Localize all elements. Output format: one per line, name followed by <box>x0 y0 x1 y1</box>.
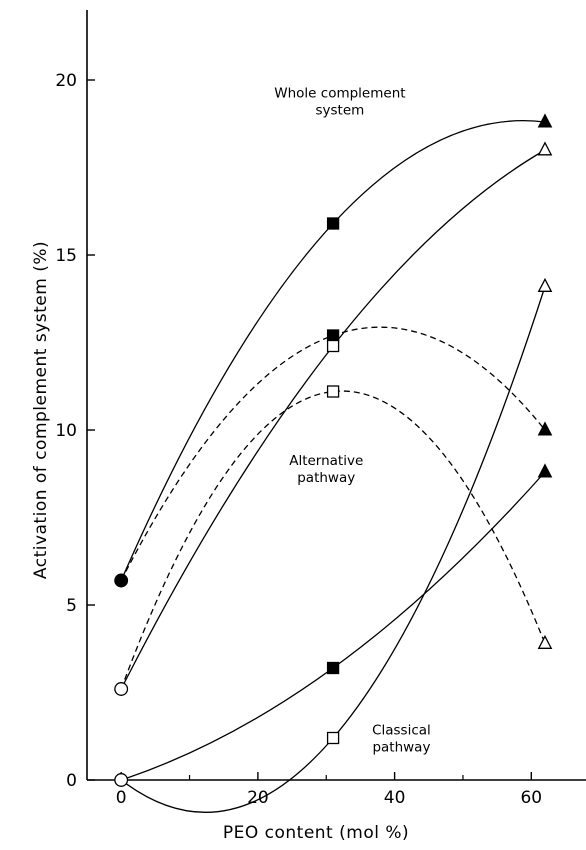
annotation-2: Alternative pathway <box>289 453 363 486</box>
data-point-filled-circle <box>114 573 129 588</box>
series-line-4 <box>120 390 546 690</box>
data-point-filled-triangle <box>537 463 553 478</box>
y-tick-label: 20 <box>55 71 77 91</box>
data-point-filled-square <box>326 217 340 230</box>
y-tick-label: 15 <box>55 246 77 266</box>
annotation-1: Whole complement system <box>274 86 405 119</box>
data-point-filled-triangle <box>537 421 553 436</box>
series-line-3 <box>120 149 546 690</box>
chart-axes: 0 5 10 15 20 0 20 40 60 <box>55 10 586 808</box>
data-point-filled-square <box>326 661 340 675</box>
data-point-open-circle <box>114 773 129 787</box>
annotation-3: Classical pathway <box>372 723 431 756</box>
data-point-open-circle <box>114 682 129 696</box>
x-axis-title: PEO content (mol %) <box>223 823 409 843</box>
y-tick-label: 10 <box>55 421 77 441</box>
chart-annotations: Whole complement system Alternative pathway… <box>274 86 431 756</box>
data-point-open-triangle <box>537 141 553 156</box>
data-point-open-square <box>326 731 340 745</box>
data-point-open-square <box>326 339 340 353</box>
x-tick-label: 40 <box>384 788 406 808</box>
chart-markers <box>114 113 553 787</box>
data-point-filled-square <box>326 329 340 342</box>
x-tick-label: 20 <box>247 788 269 808</box>
x-tick-label: 60 <box>520 788 542 808</box>
y-tick-label: 0 <box>66 771 77 791</box>
data-point-open-square <box>326 385 340 398</box>
data-point-open-triangle <box>537 634 553 649</box>
x-tick-label: 0 <box>116 788 127 808</box>
y-tick-label: 5 <box>66 596 77 616</box>
y-axis-title: Activation of complement system (%) <box>31 241 51 579</box>
data-point-open-triangle <box>537 277 553 292</box>
data-point-filled-triangle <box>537 113 553 128</box>
